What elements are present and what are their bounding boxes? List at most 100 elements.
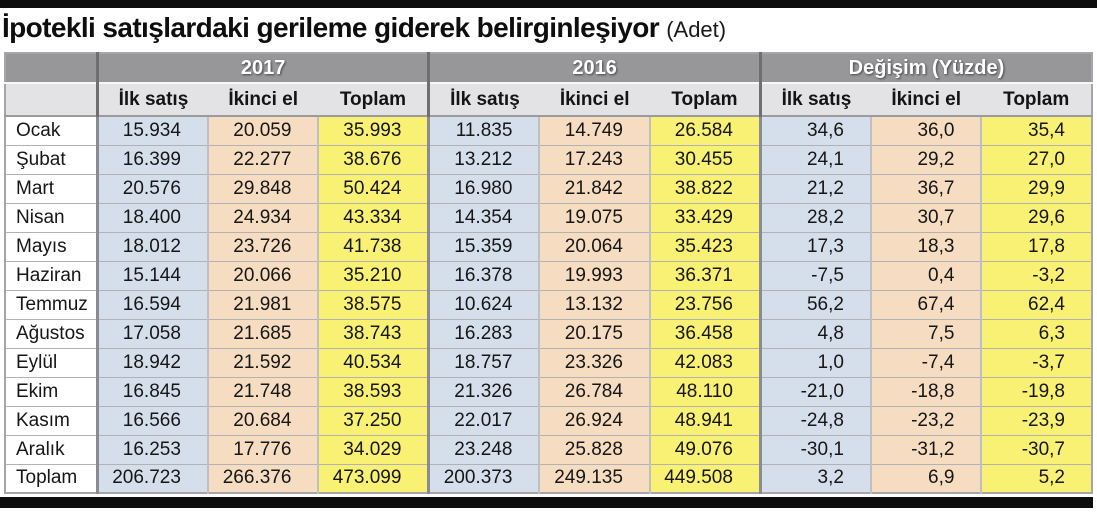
cell: 38.593: [317, 376, 429, 406]
cell: 18,3: [869, 231, 982, 261]
cell: 21.981: [206, 289, 319, 319]
cell: -21,0: [758, 376, 871, 406]
row-label: Aralık: [5, 434, 99, 464]
cell: 67,4: [869, 289, 982, 319]
cell: 20.576: [95, 173, 208, 203]
cell: 25.828: [538, 434, 650, 464]
col-header-second-hand: İkinci el: [870, 83, 982, 117]
table-row-total: Toplam 206.723 266.376 473.099 200.373 249.13…: [5, 463, 1092, 493]
year-header-row: 2017 2016 Değişim (Yüzde): [5, 53, 1092, 84]
cell: 43.334: [317, 202, 429, 232]
cell: -23,9: [980, 405, 1092, 435]
table-body: Ocak 15.934 20.059 35.993 11.835 14.749 26.584…: [5, 115, 1092, 493]
cell: 14.749: [538, 115, 650, 145]
cell: 0,4: [869, 260, 982, 290]
cell: 36.458: [648, 318, 761, 348]
cell: 1,0: [758, 347, 871, 377]
cell: 33.429: [648, 202, 761, 232]
cell: 28,2: [758, 202, 871, 232]
cell: 5,2: [980, 463, 1092, 493]
cell: 16.845: [95, 376, 208, 406]
cell: 19.075: [538, 202, 650, 232]
page-title: İpotekli satışlardaki gerileme giderek b…: [2, 13, 1097, 45]
cell: 17.776: [206, 434, 319, 464]
group-header-2016: 2016: [427, 53, 761, 84]
cell: 23.756: [648, 289, 761, 319]
corner-cell: [5, 83, 98, 117]
cell: 21.592: [206, 347, 319, 377]
cell: 29,2: [869, 144, 982, 174]
cell: 26.584: [648, 115, 761, 145]
cell: 21.748: [206, 376, 319, 406]
cell: -30,7: [980, 434, 1092, 464]
row-label: Kasım: [5, 405, 99, 435]
cell: 36.371: [648, 260, 761, 290]
row-label: Eylül: [5, 347, 99, 377]
cell: -7,5: [758, 260, 871, 290]
cell: 20.175: [538, 318, 650, 348]
cell: 35.423: [648, 231, 761, 261]
cell: 37.250: [317, 405, 429, 435]
cell: 20.059: [206, 115, 319, 145]
cell: 16.566: [95, 405, 208, 435]
cell: 449.508: [648, 463, 761, 493]
table-row: Mayıs 18.012 23.726 41.738 15.359 20.064 35.42…: [5, 231, 1092, 261]
cell: 23.726: [206, 231, 319, 261]
cell: 249.135: [538, 463, 650, 493]
cell: 15.359: [427, 231, 540, 261]
col-header-first-sale: İlk satış: [95, 83, 208, 117]
cell: 15.934: [95, 115, 208, 145]
table-row: Şubat 16.399 22.277 38.676 13.212 17.243 30.45…: [5, 144, 1092, 174]
col-header-first-sale: İlk satış: [758, 83, 871, 117]
cell: 38.743: [317, 318, 429, 348]
cell: -7,4: [869, 347, 982, 377]
row-label: Mayıs: [5, 231, 99, 261]
cell: 49.076: [648, 434, 761, 464]
cell: 200.373: [427, 463, 540, 493]
cell: 50.424: [317, 173, 429, 203]
mortgage-sales-table: 2017 2016 Değişim (Yüzde) İlk satış İkin…: [4, 52, 1093, 494]
cell: 14.354: [427, 202, 540, 232]
cell: -24,8: [758, 405, 871, 435]
cell: 16.283: [427, 318, 540, 348]
cell: 22.277: [206, 144, 319, 174]
cell: 20.684: [206, 405, 319, 435]
table-row: Eylül 18.942 21.592 40.534 18.757 23.326 42.08…: [5, 347, 1092, 377]
group-header-change: Değişim (Yüzde): [758, 53, 1092, 84]
cell: 38.676: [317, 144, 429, 174]
col-header-second-hand: İkinci el: [207, 83, 319, 117]
cell: 29.848: [206, 173, 319, 203]
cell: 42.083: [648, 347, 761, 377]
col-header-first-sale: İlk satış: [427, 83, 540, 117]
cell: 3,2: [758, 463, 871, 493]
cell: 62,4: [980, 289, 1092, 319]
cell: 17,3: [758, 231, 871, 261]
cell: 35.993: [317, 115, 429, 145]
table-header: 2017 2016 Değişim (Yüzde) İlk satış İkin…: [5, 53, 1092, 117]
cell: 18.942: [95, 347, 208, 377]
cell: 21,2: [758, 173, 871, 203]
cell: 266.376: [206, 463, 319, 493]
cell: 13.212: [427, 144, 540, 174]
cell: 24.934: [206, 202, 319, 232]
row-label: Şubat: [5, 144, 99, 174]
col-header-total: Toplam: [318, 83, 429, 117]
cell: 16.399: [95, 144, 208, 174]
cell: -23,2: [869, 405, 982, 435]
cell: -3,2: [980, 260, 1092, 290]
table-row: Haziran 15.144 20.066 35.210 16.378 19.993 36.…: [5, 260, 1092, 290]
cell: 24,1: [758, 144, 871, 174]
cell: 30.455: [648, 144, 761, 174]
corner-cell: [5, 53, 98, 84]
cell: 48.941: [648, 405, 761, 435]
cell: 35,4: [980, 115, 1092, 145]
cell: 473.099: [317, 463, 429, 493]
cell: 10.624: [427, 289, 540, 319]
cell: 56,2: [758, 289, 871, 319]
cell: 6,3: [980, 318, 1092, 348]
table-row: Ağustos 17.058 21.685 38.743 16.283 20.175 36.…: [5, 318, 1092, 348]
cell: -31,2: [869, 434, 982, 464]
cell: 27,0: [980, 144, 1092, 174]
bottom-rule-bar: [0, 497, 1093, 508]
cell: 35.210: [317, 260, 429, 290]
